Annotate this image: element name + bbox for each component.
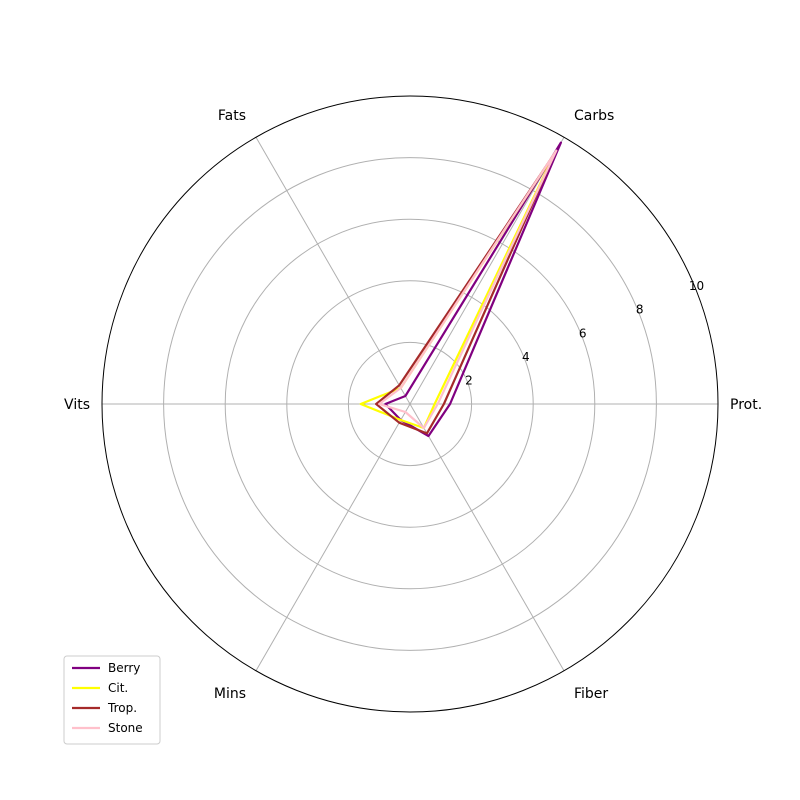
radial-tick-label: 8 xyxy=(636,303,644,317)
series-line-stone xyxy=(378,149,558,430)
legend-label: Stone xyxy=(108,721,143,735)
plot-frame xyxy=(101,95,719,713)
radial-tick-label: 2 xyxy=(465,373,473,387)
axis-label: Vits xyxy=(64,397,90,413)
grid-spoke xyxy=(255,403,411,671)
legend-label: Berry xyxy=(108,661,140,675)
grid-spoke xyxy=(409,137,565,405)
radial-tick-label: 4 xyxy=(522,350,530,364)
axis-label: Mins xyxy=(214,686,246,702)
radial-tick-label: 6 xyxy=(579,326,587,340)
axis-label: Prot. xyxy=(730,397,762,413)
axis-label: Fats xyxy=(218,108,246,124)
legend-label: Cit. xyxy=(108,681,128,695)
grid-spoke xyxy=(409,403,565,671)
radial-tick-label: 10 xyxy=(689,279,704,293)
axis-label: Carbs xyxy=(574,108,614,124)
grid-spoke xyxy=(255,137,411,405)
legend-label: Trop. xyxy=(107,701,137,715)
legend-box xyxy=(63,655,161,745)
axis-label: Fiber xyxy=(574,686,608,702)
series-line-berry xyxy=(384,141,563,438)
